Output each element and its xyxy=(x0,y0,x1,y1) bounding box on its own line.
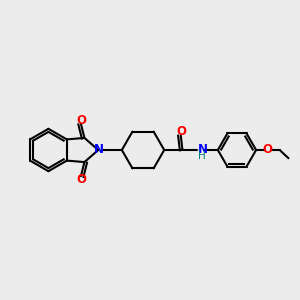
Text: O: O xyxy=(76,173,86,186)
Text: O: O xyxy=(262,143,272,157)
Text: N: N xyxy=(94,143,104,157)
Text: O: O xyxy=(76,114,86,127)
Text: H: H xyxy=(197,151,205,161)
Text: O: O xyxy=(176,125,186,138)
Text: N: N xyxy=(197,143,208,156)
